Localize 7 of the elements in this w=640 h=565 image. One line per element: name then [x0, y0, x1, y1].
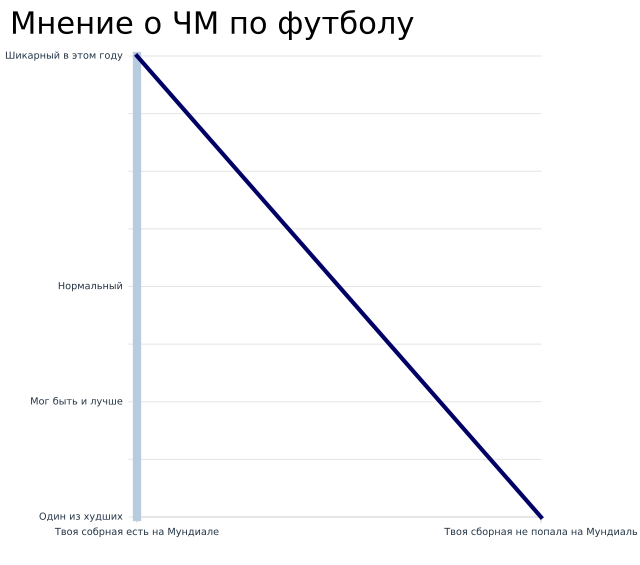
chart-title: Мнение о ЧМ по футболу [13, 10, 414, 40]
ref-line-label: Мог быть и лучше [31, 396, 122, 407]
x-tick-label: Твоя сборная не попала на Мундиаль [444, 527, 638, 537]
ref-line-label: Шикарный в этом году [6, 51, 123, 61]
x-tick-label: Твоя собрная есть на Мундиале [54, 527, 219, 537]
ref-line-label: Один из худших [39, 512, 123, 522]
ref-line-label: Нормальный [58, 282, 122, 292]
